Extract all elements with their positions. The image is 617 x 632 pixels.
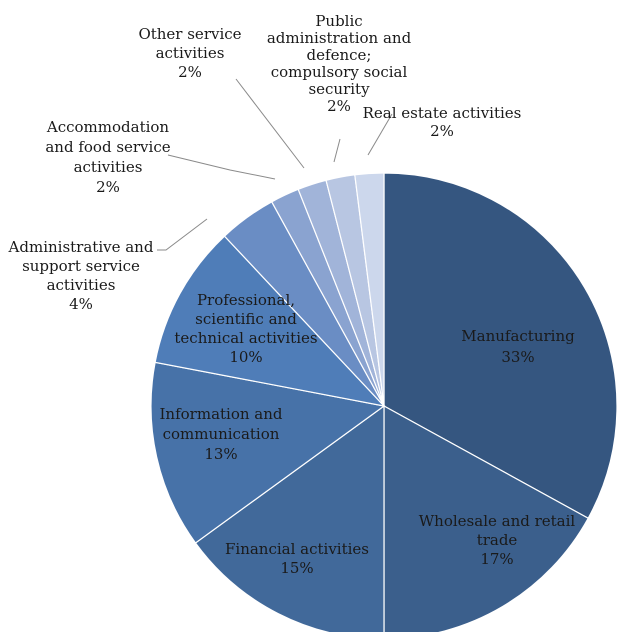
- slice-name-line: Professional,: [197, 291, 295, 309]
- slice-percent: 15%: [280, 559, 313, 577]
- slice-label-other-service-activities: Other service activities 2%: [138, 25, 241, 81]
- slice-financial-activities: [194, 404, 385, 632]
- slice-name-line: Manufacturing: [461, 327, 575, 345]
- slice-label-financial-activities: Financial activities 15%: [225, 540, 369, 577]
- slice-label-professional-scientific-and-technical-activities: Professional, scientific and technical act…: [174, 291, 317, 366]
- slice-name-line: Real estate activities: [363, 104, 522, 122]
- slice-name-line: Other service: [138, 25, 241, 43]
- slice-percent: 17%: [480, 550, 513, 568]
- slice-name-line: trade: [477, 531, 518, 549]
- slice-professional-scientific-and-technical-activities: [154, 235, 386, 407]
- slice-name-line: Administrative and: [8, 238, 154, 256]
- slice-name-line: Wholesale and retail: [419, 512, 576, 530]
- slice-percent: 4%: [69, 295, 93, 313]
- slice-name-line: technical activities: [174, 329, 317, 347]
- leader-lines: [157, 78, 393, 251]
- slice-percent: 13%: [204, 445, 237, 463]
- slice-name-line: scientific and: [195, 310, 297, 328]
- slice-label-accommodation-and-food-service-activities: Accommodation and food service activities 2…: [45, 118, 170, 196]
- slice-name-line: activities: [156, 44, 225, 62]
- slice-name-line: Information and: [160, 405, 283, 423]
- slice-name-line: communication: [163, 425, 280, 443]
- leader-line-other-service-activities: [235, 78, 305, 169]
- slice-name-line: and food service: [45, 138, 170, 156]
- slice-name-line: security: [308, 80, 370, 98]
- slice-name-line: administration and: [267, 29, 412, 47]
- slice-percent: 2%: [178, 63, 202, 81]
- slice-label-real-estate-activities: Real estate activities 2%: [363, 104, 522, 140]
- slice-name-line: compulsory social: [271, 63, 408, 81]
- leader-line-real-estate-activities: [367, 113, 393, 156]
- leader-line-administrative-and-support-service-activities: [157, 218, 208, 251]
- slice-label-administrative-and-support-service-activities: Administrative and support service activit…: [8, 238, 154, 313]
- slice-label-manufacturing: Manufacturing 33%: [461, 327, 575, 366]
- slice-percent: 10%: [229, 348, 262, 366]
- slice-label-information-and-communication: Information and communication 13%: [160, 405, 283, 463]
- leader-line-accommodation-and-food-service-activities: [167, 154, 276, 180]
- slice-wholesale-and-retail-trade: [383, 404, 589, 632]
- slice-manufacturing: [383, 172, 617, 520]
- slice-name-line: activities: [47, 276, 116, 294]
- leader-line-public-administration-and-defence-compulsory-social-security: [333, 138, 341, 163]
- slice-information-and-communication: [150, 361, 386, 544]
- slice-name-line: Financial activities: [225, 540, 369, 558]
- slice-real-estate-activities: [354, 172, 385, 407]
- slice-name-line: Public: [315, 12, 362, 30]
- slice-percent: 2%: [430, 122, 454, 140]
- slice-name-line: support service: [22, 257, 140, 275]
- slice-name-line: defence;: [307, 46, 372, 64]
- slice-labels: Manufacturing 33% Wholesale and retail trad…: [8, 12, 576, 577]
- slice-percent: 33%: [501, 348, 534, 366]
- slice-label-wholesale-and-retail-trade: Wholesale and retail trade 17%: [419, 512, 576, 568]
- slice-percent: 2%: [96, 178, 120, 196]
- slice-percent: 2%: [327, 97, 351, 115]
- slice-name-line: activities: [74, 158, 143, 176]
- pie-slices: [150, 172, 617, 632]
- slice-name-line: Accommodation: [46, 118, 170, 136]
- slice-label-public-administration-and-defence-compulsory-social-security: Public administration and defence; compulso…: [267, 12, 412, 115]
